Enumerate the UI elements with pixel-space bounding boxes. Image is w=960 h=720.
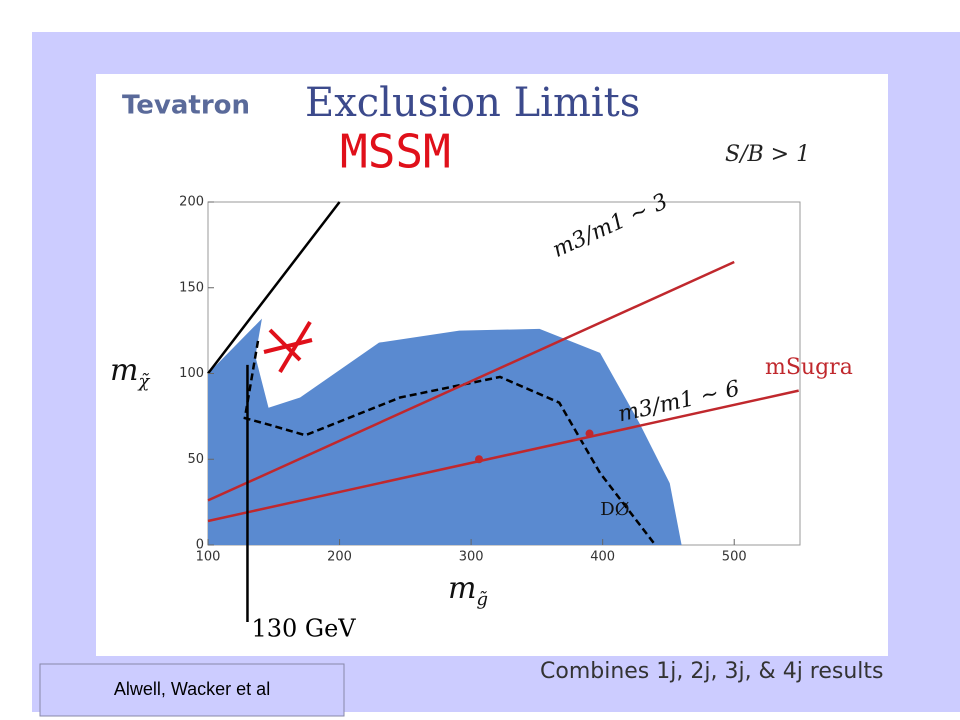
handwritten-note: MSSM xyxy=(340,125,451,179)
model-point xyxy=(585,429,594,438)
experiment: Tevatron xyxy=(122,91,250,121)
y-tick-label: 150 xyxy=(179,280,204,295)
curve xyxy=(243,340,657,546)
credit-box xyxy=(39,663,345,717)
y-tick-label: 50 xyxy=(187,452,204,467)
handwritten-asterisk xyxy=(263,320,313,374)
model-point xyxy=(475,455,484,464)
y-tick-label: 0 xyxy=(196,538,204,553)
curve xyxy=(207,389,799,523)
model-label: mSugra xyxy=(765,355,853,380)
chart-title: Exclusion Limits xyxy=(305,80,640,126)
x-tick-label: 400 xyxy=(590,550,615,565)
y-tick-label: 200 xyxy=(179,195,204,210)
series-label: DØ xyxy=(600,499,629,520)
x-axis-label-sub: g̃ xyxy=(476,589,488,610)
x-tick-label: 100 xyxy=(196,550,221,565)
exclusion-region xyxy=(208,318,682,545)
cut-label: 130 GeV xyxy=(251,615,356,643)
summary: Combines 1j, 2j, 3j, & 4j results xyxy=(540,659,884,684)
y-axis-label-main: m xyxy=(110,353,138,388)
curve xyxy=(207,201,341,375)
y-axis-label-sub: χ̃ xyxy=(136,371,150,392)
x-axis-label-main: m xyxy=(448,571,476,606)
annotation: S/B > 1 xyxy=(725,142,810,167)
x-tick-label: 300 xyxy=(459,550,484,565)
y-tick-label: 100 xyxy=(179,366,204,381)
curve xyxy=(207,260,735,502)
y-axis-label: mχ̃ xyxy=(110,353,150,392)
x-tick-label: 200 xyxy=(327,550,352,565)
x-axis-label: mg̃ xyxy=(448,571,488,610)
x-tick-label: 500 xyxy=(722,550,747,565)
credit: Alwell, Wacker et al xyxy=(114,679,270,699)
